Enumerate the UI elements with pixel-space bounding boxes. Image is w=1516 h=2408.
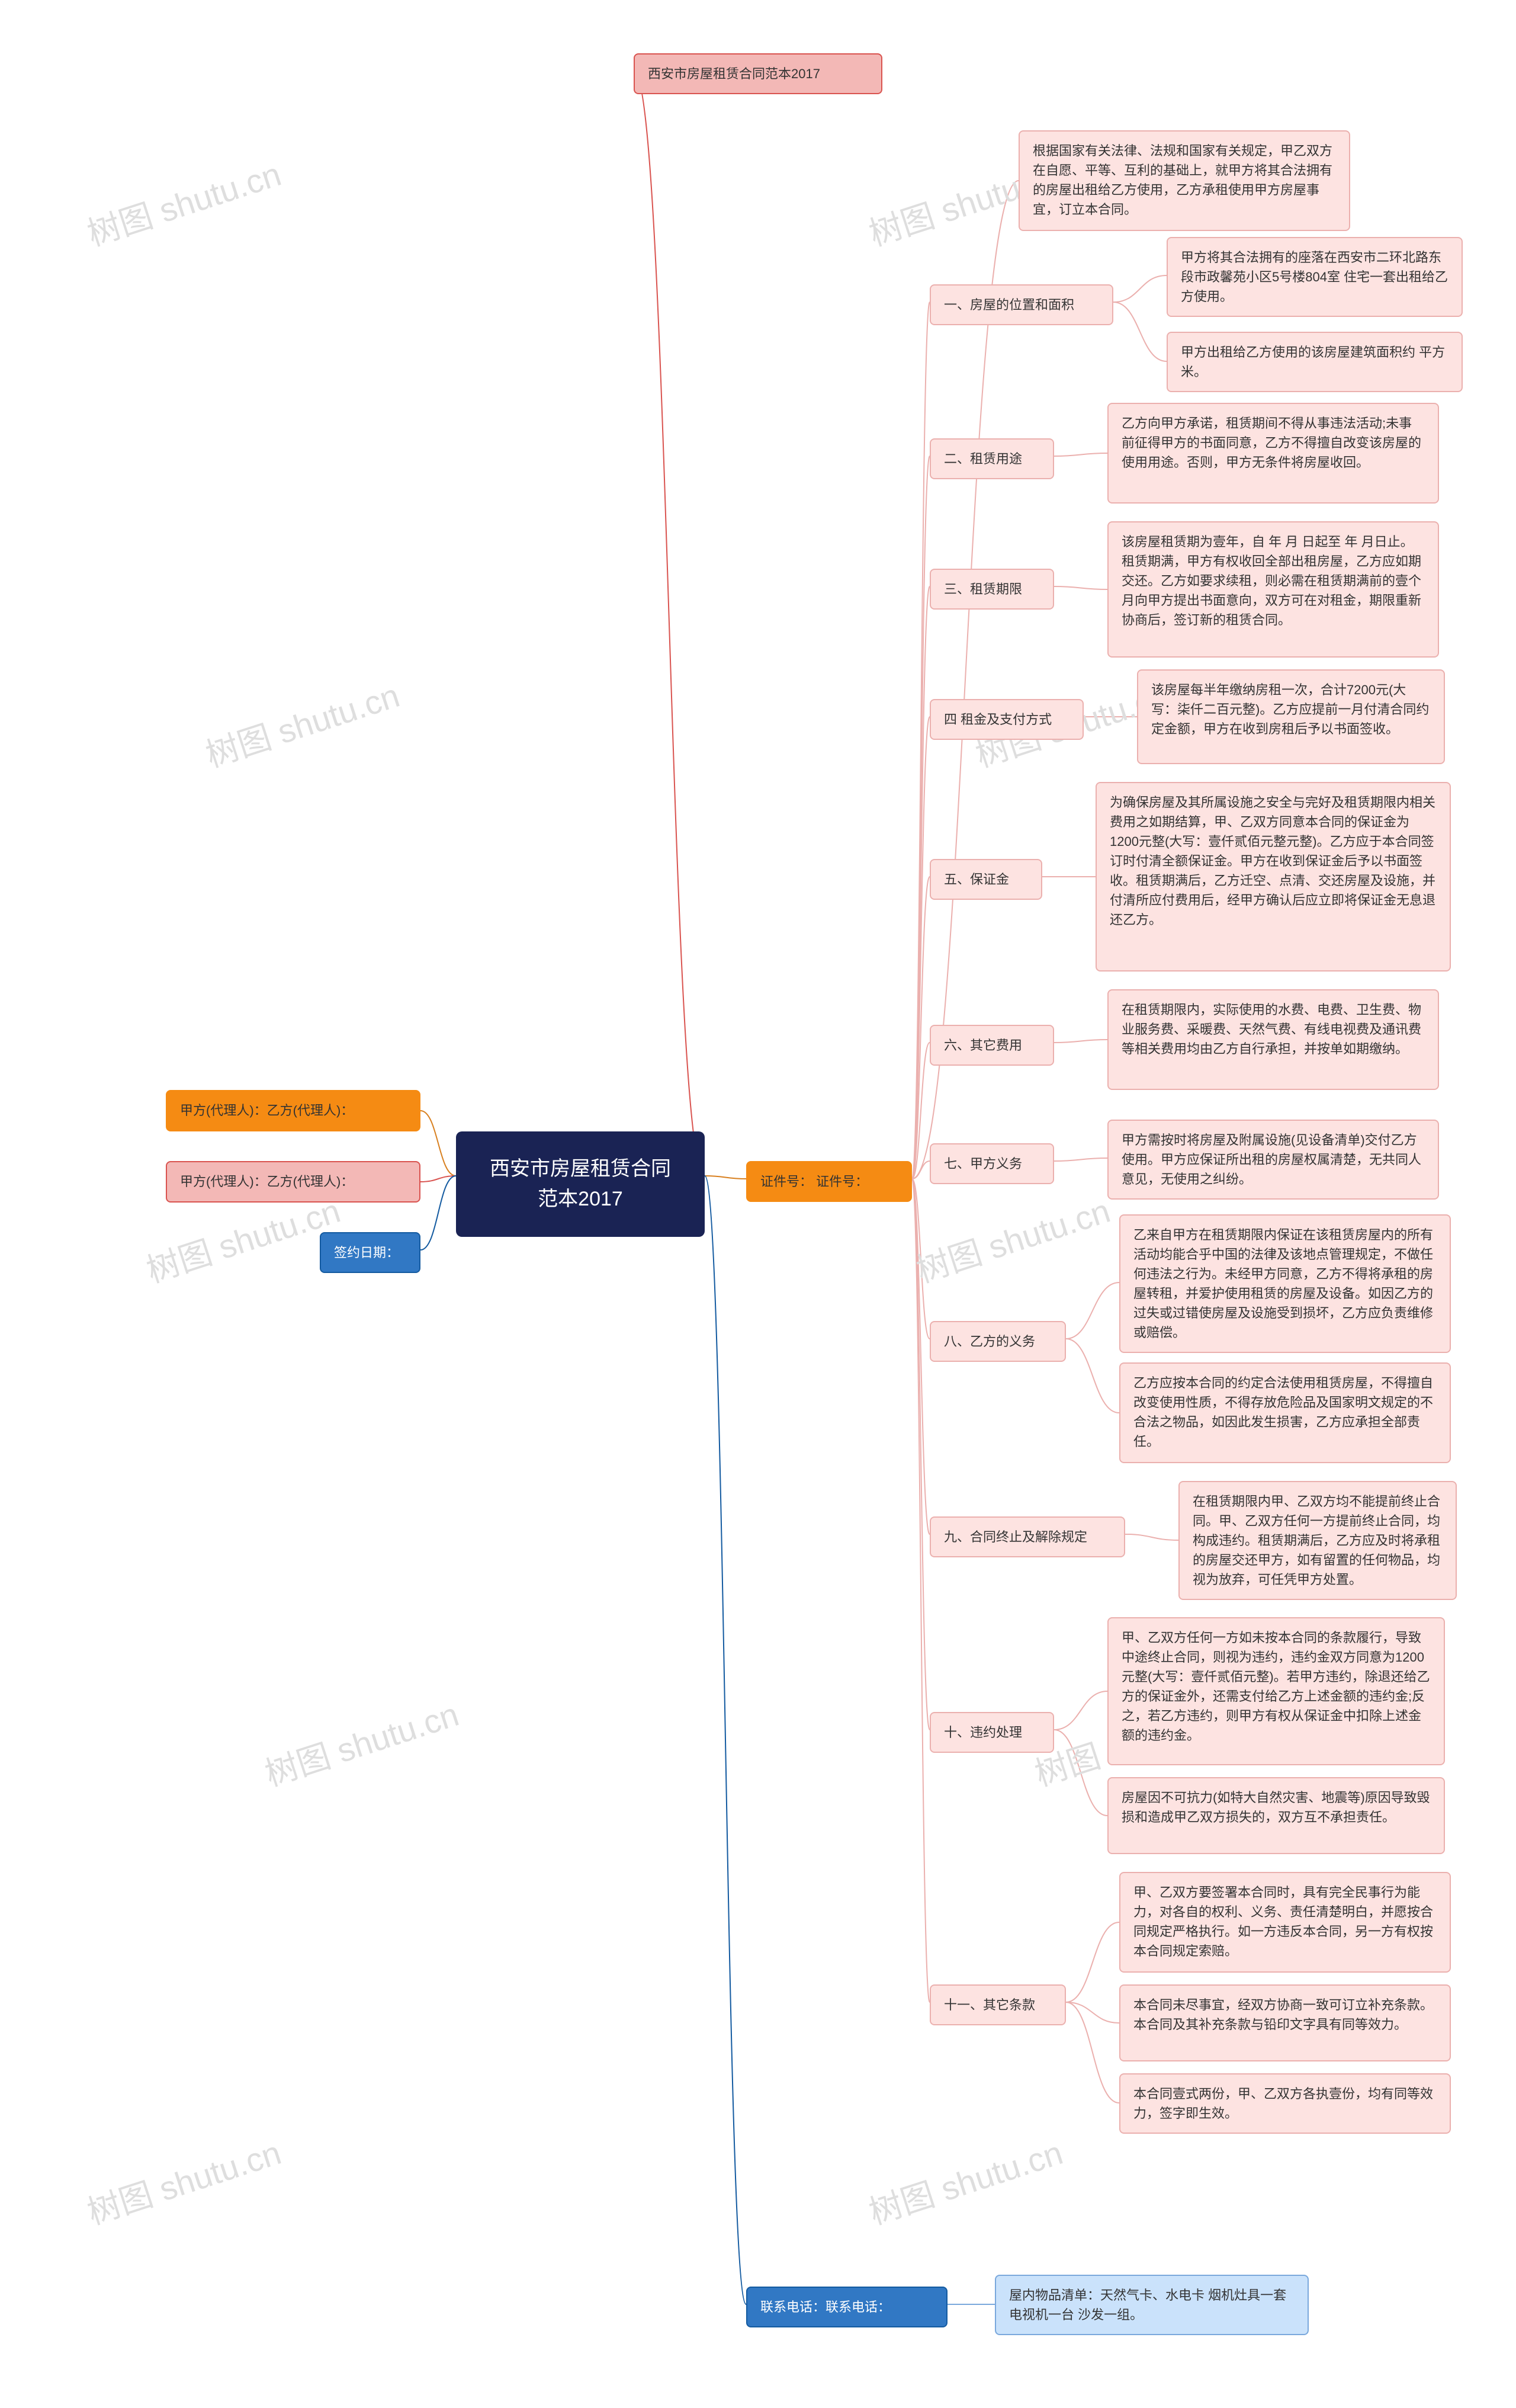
mindmap-canvas: 树图 shutu.cn 树图 shutu.cn 树图 shutu.cn 树图 shut…	[0, 0, 1516, 2408]
connector	[1066, 1339, 1119, 1413]
mindmap-node-s1[interactable]: 一、房屋的位置和面积	[930, 284, 1113, 325]
mindmap-node-left2[interactable]: 甲方(代理人)：乙方(代理人)：	[166, 1161, 420, 1203]
mindmap-node-s8[interactable]: 八、乙方的义务	[930, 1321, 1066, 1362]
connector	[912, 1179, 930, 1534]
mindmap-node-cert[interactable]: 证件号： 证件号：	[746, 1161, 912, 1202]
connector	[1113, 302, 1167, 361]
mindmap-node-root[interactable]: 西安市房屋租赁合同范本2017	[456, 1131, 705, 1237]
mindmap-node-s6[interactable]: 六、其它费用	[930, 1025, 1054, 1066]
connector	[1054, 1040, 1107, 1043]
connector	[1054, 1691, 1107, 1730]
mindmap-node-s4[interactable]: 四 租金及支付方式	[930, 699, 1084, 740]
connector	[420, 1111, 456, 1176]
connector	[1054, 1158, 1107, 1161]
mindmap-node-s9a[interactable]: 在租赁期限内甲、乙双方均不能提前终止合同。甲、乙双方任何一方提前终止合同，均构成…	[1178, 1481, 1457, 1600]
watermark: 树图 shutu.cn	[862, 2127, 1068, 2234]
mindmap-node-s2[interactable]: 二、租赁用途	[930, 438, 1054, 479]
connector	[912, 302, 930, 1179]
connector	[912, 1179, 930, 1339]
mindmap-node-left1[interactable]: 甲方(代理人)：乙方(代理人)：	[166, 1090, 420, 1131]
connector	[1066, 1282, 1119, 1339]
connector	[420, 1176, 456, 1182]
connector	[634, 71, 705, 1176]
connector	[1066, 2002, 1119, 2103]
mindmap-node-s5a[interactable]: 为确保房屋及其所属设施之安全与完好及租赁期限内相关费用之如期结算，甲、乙双方同意…	[1096, 782, 1451, 971]
connector	[912, 877, 930, 1179]
connector	[705, 1176, 746, 2304]
connector	[1125, 1534, 1178, 1540]
watermark: 树图 shutu.cn	[81, 2127, 287, 2234]
mindmap-node-title_top[interactable]: 西安市房屋租赁合同范本2017	[634, 53, 882, 94]
mindmap-node-s10a[interactable]: 甲、乙双方任何一方如未按本合同的条款履行，导致中途终止合同，则视为违约，违约金双…	[1107, 1617, 1445, 1765]
mindmap-node-s11b[interactable]: 本合同未尽事宜，经双方协商一致可订立补充条款。本合同及其补充条款与铅印文字具有同…	[1119, 1984, 1451, 2061]
connector	[912, 586, 930, 1179]
mindmap-node-intro[interactable]: 根据国家有关法律、法规和国家有关规定，甲乙双方在自愿、平等、互利的基础上，就甲方…	[1019, 130, 1350, 231]
mindmap-node-s10b[interactable]: 房屋因不可抗力(如特大自然灾害、地震等)原因导致毁损和造成甲乙双方损失的，双方互…	[1107, 1777, 1445, 1854]
connector	[912, 717, 930, 1179]
mindmap-node-phone[interactable]: 联系电话：联系电话：	[746, 2287, 948, 2327]
mindmap-node-s11[interactable]: 十一、其它条款	[930, 1984, 1066, 2025]
mindmap-node-s5[interactable]: 五、保证金	[930, 859, 1042, 900]
mindmap-node-s8b[interactable]: 乙方应按本合同的约定合法使用租赁房屋，不得擅自改变使用性质，不得存放危险品及国家…	[1119, 1362, 1451, 1463]
connector	[1054, 586, 1107, 589]
mindmap-node-s9[interactable]: 九、合同终止及解除规定	[930, 1516, 1125, 1557]
mindmap-node-left3[interactable]: 签约日期：	[320, 1232, 420, 1273]
mindmap-node-s1a[interactable]: 甲方将其合法拥有的座落在西安市二环北路东段市政馨苑小区5号楼804室 住宅一套出…	[1167, 237, 1463, 317]
connector	[1066, 2002, 1119, 2023]
connector	[912, 1043, 930, 1179]
mindmap-node-s7[interactable]: 七、甲方义务	[930, 1143, 1054, 1184]
mindmap-node-s1b[interactable]: 甲方出租给乙方使用的该房屋建筑面积约 平方米。	[1167, 332, 1463, 392]
connector	[912, 1179, 930, 2002]
mindmap-node-s11c[interactable]: 本合同壹式两份，甲、乙双方各执壹份，均有同等效力，签字即生效。	[1119, 2073, 1451, 2134]
watermark: 树图 shutu.cn	[910, 1185, 1116, 1293]
connector	[1054, 453, 1107, 456]
mindmap-node-s3a[interactable]: 该房屋租赁期为壹年，自 年 月 日起至 年 月日止。租赁期满，甲方有权收回全部出…	[1107, 521, 1439, 658]
mindmap-node-s8a[interactable]: 乙来自甲方在租赁期限内保证在该租赁房屋内的所有活动均能合乎中国的法律及该地点管理…	[1119, 1214, 1451, 1353]
watermark: 树图 shutu.cn	[199, 669, 405, 777]
mindmap-node-s3[interactable]: 三、租赁期限	[930, 569, 1054, 610]
mindmap-node-s4a[interactable]: 该房屋每半年缴纳房租一次，合计7200元(大写：柒仟二百元整)。乙方应提前一月付…	[1137, 669, 1445, 764]
watermark: 树图 shutu.cn	[258, 1688, 464, 1796]
connector	[912, 1161, 930, 1179]
mindmap-node-s6a[interactable]: 在租赁期限内，实际使用的水费、电费、卫生费、物业服务费、采暖费、天然气费、有线电…	[1107, 989, 1439, 1090]
mindmap-node-s10[interactable]: 十、违约处理	[930, 1712, 1054, 1753]
watermark: 树图 shutu.cn	[81, 148, 287, 256]
connector	[420, 1176, 456, 1250]
connector	[1113, 275, 1167, 302]
connector	[912, 456, 930, 1179]
connector	[1066, 1922, 1119, 2002]
connector	[912, 1179, 930, 1730]
connector	[705, 1176, 746, 1179]
mindmap-node-s11a[interactable]: 甲、乙双方要签署本合同时，具有完全民事行为能力，对各自的权利、义务、责任清楚明白…	[1119, 1872, 1451, 1973]
mindmap-node-s2a[interactable]: 乙方向甲方承诺，租赁期间不得从事违法活动;未事前征得甲方的书面同意，乙方不得擅自…	[1107, 403, 1439, 504]
connector	[1054, 1730, 1107, 1816]
mindmap-node-items[interactable]: 屋内物品清单：天然气卡、水电卡 烟机灶具一套 电视机一台 沙发一组。	[995, 2275, 1309, 2335]
mindmap-node-s7a[interactable]: 甲方需按时将房屋及附属设施(见设备清单)交付乙方使用。甲方应保证所出租的房屋权属…	[1107, 1120, 1439, 1200]
